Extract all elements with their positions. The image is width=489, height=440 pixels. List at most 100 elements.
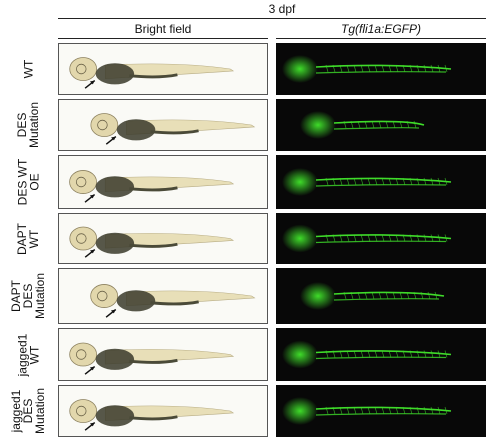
intersegmental-vessel: [367, 406, 371, 415]
row-label: DES WT OE: [2, 155, 54, 209]
embryo-yolk: [95, 348, 135, 370]
intersegmental-vessel: [332, 234, 336, 242]
embryo-eye: [76, 405, 87, 417]
intersegmental-vessel: [374, 64, 378, 73]
intersegmental-vessel: [360, 406, 364, 415]
intersegmental-vessel: [353, 64, 357, 73]
column-rule-fluorescence: [276, 38, 486, 39]
intersegmental-vessel: [371, 291, 375, 300]
intersegmental-vessel: [399, 291, 403, 300]
intersegmental-vessel: [357, 291, 361, 300]
bright-field-panel: [58, 328, 268, 381]
row-label: WT: [2, 43, 54, 95]
head-vasculature: [282, 397, 318, 425]
column-header-bright-field: Bright field: [134, 22, 192, 36]
dorsal-vessel: [315, 177, 452, 183]
fluorescence-panel: [276, 268, 486, 324]
fluorescence-image: [282, 168, 452, 196]
row-label: jagged1 DES Mutation: [2, 385, 54, 437]
bright-field-image: [69, 170, 235, 203]
intersegmental-vessel: [350, 120, 354, 129]
yolk-extension: [129, 242, 178, 248]
embryo-eye: [97, 119, 108, 131]
intersegmental-vessel: [423, 406, 427, 415]
intersegmental-vessel: [367, 350, 371, 358]
intersegmental-vessel: [437, 406, 441, 415]
intersegmental-vessel: [395, 177, 399, 186]
bright-field-image: [69, 226, 235, 258]
row-label-line: Mutation: [33, 387, 47, 435]
head-vasculature: [300, 111, 336, 139]
intersegmental-vessel: [367, 64, 371, 73]
fluorescence-panel: [276, 99, 486, 151]
intersegmental-vessel: [395, 64, 399, 73]
bright-field-panel: [58, 99, 268, 151]
embryo-yolk: [95, 405, 135, 427]
bright-field-panel: [58, 385, 268, 437]
row-label-line: DES WT: [14, 158, 29, 206]
intersegmental-vessel: [423, 234, 427, 242]
intersegmental-vessel: [346, 64, 350, 73]
head-vasculature: [282, 224, 318, 253]
timepoint-title: 3 dpf: [268, 2, 296, 16]
intersegmental-vessel: [332, 177, 336, 186]
bright-field-image: [90, 284, 256, 318]
fluorescence-panel: [276, 385, 486, 437]
intersegmental-vessel: [360, 177, 364, 186]
intersegmental-vessel: [402, 406, 406, 415]
embryo-yolk: [116, 290, 156, 312]
intersegmental-vessel: [420, 291, 424, 300]
intersegmental-vessel: [339, 234, 343, 242]
intersegmental-vessel: [325, 64, 329, 73]
intersegmental-vessel: [409, 406, 413, 415]
axial-vessel: [315, 71, 447, 74]
intersegmental-vessel: [381, 350, 385, 358]
intersegmental-vessel: [374, 234, 378, 242]
intersegmental-vessel: [430, 406, 434, 415]
row-label-line: jagged1: [15, 333, 29, 376]
intersegmental-vessel: [339, 406, 343, 415]
axial-vessel: [315, 240, 447, 244]
intersegmental-vessel: [444, 350, 448, 358]
intersegmental-vessel: [402, 64, 406, 73]
row-label: DAPT WT: [2, 213, 54, 264]
fluorescence-panel: [276, 213, 486, 264]
intersegmental-vessel: [406, 120, 410, 129]
intersegmental-vessel: [430, 64, 434, 73]
intersegmental-vessel: [371, 120, 375, 129]
intersegmental-vessel: [395, 406, 399, 415]
intersegmental-vessel: [339, 64, 343, 73]
axial-vessel: [315, 413, 447, 416]
dorsal-vessel: [315, 350, 452, 356]
arrow-head: [110, 309, 116, 314]
intersegmental-vessel: [346, 406, 350, 415]
embryo-yolk: [95, 232, 135, 254]
fluorescence-image: [282, 224, 452, 253]
column-rule-bright-field: [58, 38, 268, 39]
bright-field-panel: [58, 43, 268, 95]
axial-vessel: [315, 356, 447, 360]
intersegmental-vessel: [353, 350, 357, 358]
head-vasculature: [282, 168, 318, 196]
row-label-line: OE: [26, 173, 41, 191]
intersegmental-vessel: [444, 234, 448, 242]
intersegmental-vessel: [416, 234, 420, 242]
head-vasculature: [300, 282, 336, 310]
intersegmental-vessel: [409, 350, 413, 358]
embryo-head: [69, 399, 98, 423]
yolk-extension: [129, 415, 178, 421]
intersegmental-vessel: [402, 177, 406, 186]
fluorescence-panel: [276, 328, 486, 381]
intersegmental-vessel: [392, 291, 396, 300]
intersegmental-vessel: [430, 350, 434, 358]
embryo-yolk: [116, 119, 156, 141]
head-vasculature: [282, 340, 318, 369]
intersegmental-vessel: [430, 234, 434, 242]
intersegmental-vessel: [343, 120, 347, 129]
embryo-head: [90, 284, 119, 308]
bright-field-panel: [58, 268, 268, 324]
row-label-line: Mutation: [33, 272, 47, 320]
arrow-head: [111, 136, 116, 141]
intersegmental-vessel: [413, 120, 417, 129]
intersegmental-vessel: [423, 177, 427, 186]
